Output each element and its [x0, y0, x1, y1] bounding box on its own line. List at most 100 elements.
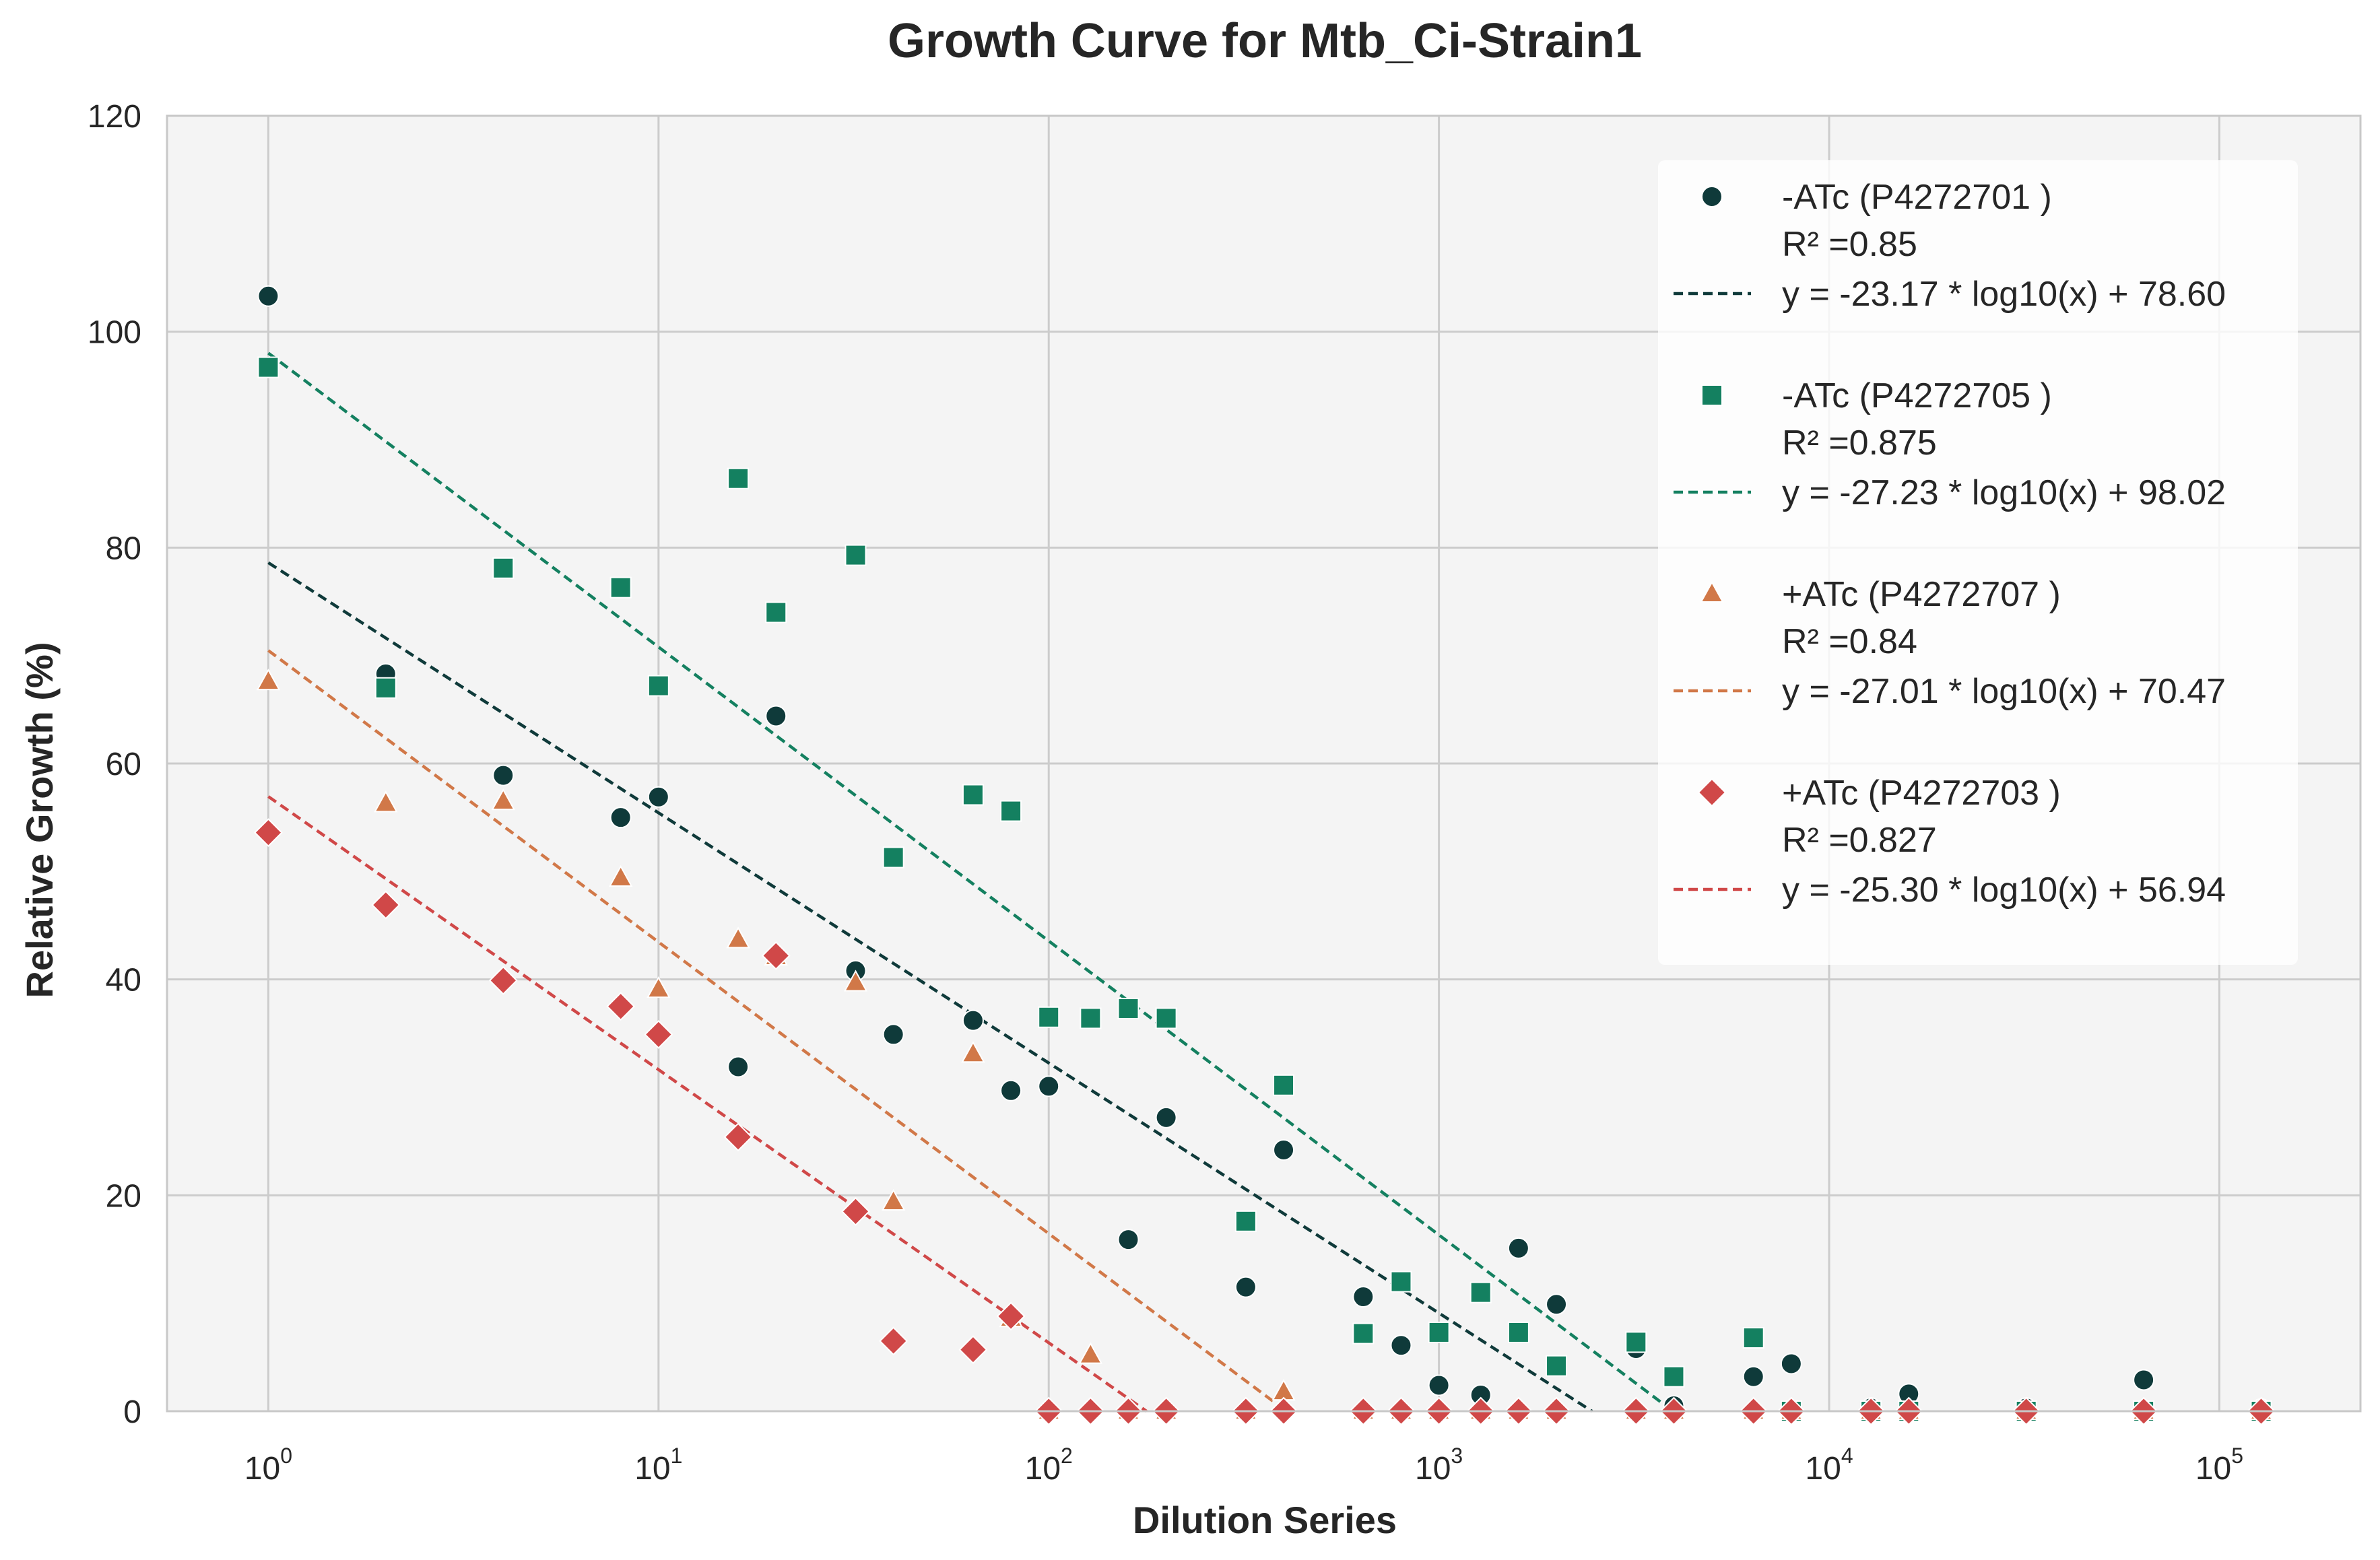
data-point-series-2 [1663, 1365, 1685, 1388]
data-point-series-2 [1080, 1007, 1102, 1029]
legend-marker-series-4 [1697, 778, 1727, 807]
legend-series-name: +ATc (P4272703 ) [1782, 774, 2061, 813]
data-point-series-2 [1428, 1321, 1450, 1343]
data-point-series-2 [1546, 1355, 1568, 1377]
data-point-series-4 [879, 1326, 908, 1356]
data-point-series-3 [726, 926, 750, 949]
legend-r2-label: R² =0.84 [1782, 622, 1917, 661]
x-tick-exponent: 1 [671, 1444, 683, 1468]
data-point-series-2 [1117, 997, 1139, 1019]
x-tick-label: 101 [634, 1444, 682, 1487]
data-point-series-3 [843, 970, 868, 992]
data-point-series-1 [1352, 1286, 1375, 1308]
data-point-series-1 [1507, 1237, 1529, 1259]
y-tick-label: 20 [106, 1178, 141, 1214]
data-point-series-3 [608, 864, 633, 887]
y-tick-label: 120 [88, 99, 141, 135]
data-point-series-1 [1742, 1365, 1764, 1388]
y-tick-label: 40 [106, 963, 141, 998]
data-point-series-4 [254, 818, 283, 848]
legend-r2-label: R² =0.827 [1782, 821, 1937, 860]
x-tick-label: 103 [1415, 1444, 1463, 1487]
legend-r2-label: R² =0.875 [1782, 423, 1937, 463]
y-tick-label: 80 [106, 531, 141, 566]
data-point-series-1 [492, 764, 515, 786]
legend-series-name: -ATc (P4272701 ) [1782, 178, 2052, 217]
legend-fit-equation: y = -27.23 * log10(x) + 98.02 [1782, 473, 2226, 512]
fit-line-series-3 [267, 649, 1288, 1413]
x-tick-exponent: 4 [1841, 1444, 1853, 1468]
data-point-series-1 [2133, 1369, 2155, 1391]
data-point-series-2 [647, 675, 669, 697]
data-point-series-2 [374, 677, 397, 699]
data-point-series-1 [765, 705, 787, 727]
legend-marker-series-1 [1701, 186, 1723, 207]
y-axis-label: Relative Growth (%) [18, 642, 61, 998]
x-tick-label: 100 [244, 1444, 292, 1487]
data-point-series-2 [1742, 1326, 1764, 1349]
x-tick-label: 105 [2195, 1444, 2243, 1487]
data-point-series-4 [606, 992, 636, 1021]
data-point-series-4 [371, 890, 401, 920]
legend-series-name: +ATc (P4272707 ) [1782, 575, 2061, 614]
fit-line-series-4 [267, 795, 1148, 1413]
y-tick-label: 100 [88, 315, 141, 351]
data-point-series-2 [1273, 1074, 1295, 1096]
legend-r2-label: R² =0.85 [1782, 225, 1917, 264]
x-tick-base: 10 [244, 1451, 280, 1487]
data-point-series-4 [644, 1020, 673, 1049]
data-point-series-4 [958, 1335, 988, 1365]
x-tick-base: 10 [1805, 1451, 1841, 1487]
data-point-series-2 [1234, 1210, 1257, 1232]
data-point-series-2 [257, 356, 279, 378]
x-tick-exponent: 0 [280, 1444, 292, 1468]
data-point-series-1 [647, 786, 669, 808]
data-point-series-1 [727, 1056, 750, 1078]
fit-line-series-1 [267, 561, 1593, 1413]
data-point-series-4 [723, 1122, 753, 1152]
data-point-series-3 [647, 976, 671, 998]
x-tick-exponent: 5 [2231, 1444, 2243, 1468]
data-point-series-3 [961, 1041, 985, 1063]
data-point-series-1 [882, 1023, 904, 1046]
data-point-series-1 [257, 285, 279, 307]
x-axis-label: Dilution Series [1133, 1499, 1397, 1541]
data-point-series-1 [1234, 1276, 1257, 1298]
plot-frame [166, 114, 2362, 1413]
legend-box [1658, 160, 2298, 965]
data-point-series-1 [1546, 1293, 1568, 1316]
data-point-series-4 [841, 1196, 870, 1226]
data-point-series-3 [881, 1188, 906, 1211]
legend-fit-equation: y = -23.17 * log10(x) + 78.60 [1782, 275, 2226, 314]
data-point-series-2 [492, 557, 515, 579]
data-point-series-4 [761, 941, 791, 970]
data-point-series-2 [1390, 1270, 1412, 1293]
y-tick-label: 0 [123, 1394, 141, 1430]
data-point-series-2 [962, 784, 984, 806]
x-tick-base: 10 [1415, 1451, 1451, 1487]
data-point-series-1 [1390, 1334, 1412, 1357]
y-tick-label: 60 [106, 747, 141, 782]
data-point-series-2 [1155, 1007, 1177, 1029]
data-point-series-2 [609, 576, 632, 599]
x-tick-exponent: 2 [1061, 1444, 1073, 1468]
chart-title: Growth Curve for Mtb_Ci-Strain1 [888, 14, 1642, 68]
legend-marker-series-2 [1701, 384, 1723, 406]
legend-fit-equation: y = -25.30 * log10(x) + 56.94 [1782, 871, 2226, 910]
data-point-series-1 [1155, 1106, 1177, 1128]
x-tick-base: 10 [1025, 1451, 1061, 1487]
data-point-series-3 [374, 790, 398, 813]
data-point-series-2 [727, 467, 750, 489]
legend-fit-equation: y = -27.01 * log10(x) + 70.47 [1782, 672, 2226, 711]
x-tick-base: 10 [634, 1451, 670, 1487]
data-point-series-2 [1469, 1281, 1492, 1303]
data-point-series-2 [1625, 1331, 1647, 1353]
data-point-series-1 [1780, 1353, 1802, 1375]
data-point-series-2 [882, 846, 904, 869]
data-point-series-3 [491, 788, 515, 811]
data-point-series-2 [1000, 800, 1022, 822]
data-point-series-2 [1038, 1006, 1060, 1028]
data-point-series-2 [845, 544, 867, 566]
